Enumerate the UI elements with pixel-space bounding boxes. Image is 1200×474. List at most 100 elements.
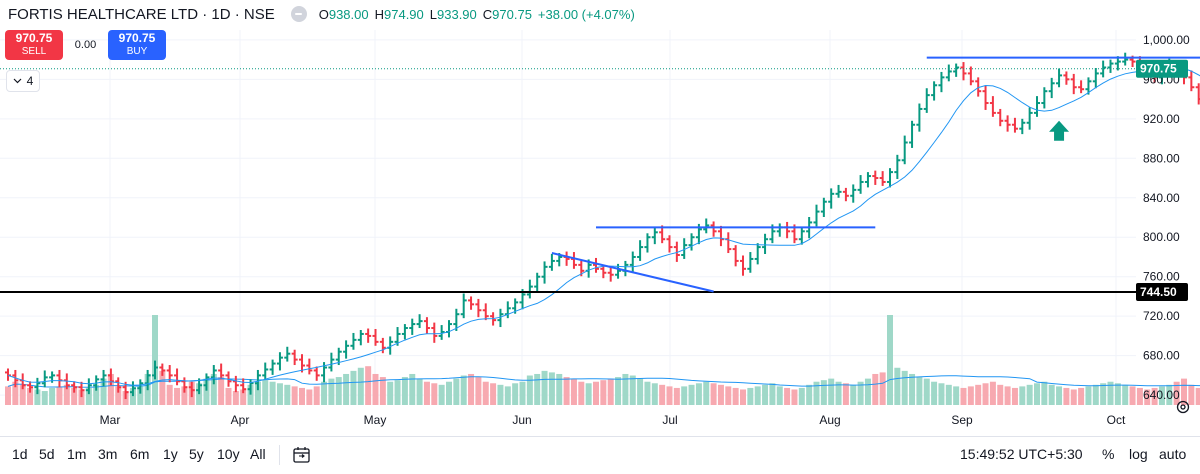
volume-bar <box>791 389 798 405</box>
ohlc-bar <box>100 369 107 387</box>
last-price-label: 970.75 <box>1140 62 1177 76</box>
clock-timezone[interactable]: 15:49:52 UTC+5:30 <box>960 446 1083 462</box>
range-5y[interactable]: 5y <box>189 446 204 462</box>
ohlc-bar <box>673 241 680 262</box>
range-6m[interactable]: 6m <box>130 446 150 462</box>
ohlc-bar <box>313 366 320 381</box>
volume-bar <box>1041 381 1048 405</box>
volume-bar <box>357 367 364 405</box>
percent-scale-toggle[interactable]: % <box>1102 446 1115 462</box>
ohlc-bar <box>365 328 372 343</box>
chart-annotations <box>0 56 1200 294</box>
volume-bar <box>129 387 136 405</box>
volume-bar <box>343 373 350 405</box>
ohlc-bar <box>276 352 283 371</box>
ohlc-bar <box>945 64 952 82</box>
price-chart[interactable]: 640.00 680.00 720.00 760.00 800.00 840.00 880.… <box>0 0 1200 436</box>
ohlc-bar <box>997 108 1004 127</box>
ohlc-bar <box>115 377 122 393</box>
volume-bar <box>967 386 974 405</box>
log-scale-toggle[interactable]: log <box>1129 446 1148 462</box>
ohlc-bar <box>129 381 136 397</box>
ohlc-bar <box>446 320 452 338</box>
ohlc-bar <box>747 252 754 273</box>
volume-bar <box>12 381 19 405</box>
toolbar-divider <box>279 445 280 465</box>
time-tick-label: Apr <box>231 413 250 427</box>
symbol-title[interactable]: FORTIS HEALTHCARE LTD · 1D · NSE <box>8 5 275 23</box>
volume-bar <box>416 378 423 405</box>
ohlc-bar <box>328 352 335 372</box>
ohlc-bar <box>475 298 482 318</box>
volume-bar <box>475 377 482 405</box>
ohlc-bar <box>622 260 629 277</box>
range-1d[interactable]: 1d <box>12 446 28 462</box>
volume-bar <box>19 384 26 405</box>
ohlc-bar <box>960 62 967 81</box>
volume-bar <box>556 373 563 405</box>
volume-bar <box>49 387 56 405</box>
volume-bar <box>137 386 144 405</box>
ohlc-bar <box>1188 70 1195 92</box>
volume-bar <box>313 386 320 405</box>
calendar-goto-icon[interactable] <box>292 445 312 465</box>
volume-bar <box>945 384 952 405</box>
ohlc-bar <box>644 233 651 253</box>
ohlc-bar <box>548 254 555 271</box>
ohlc-bar <box>438 325 445 340</box>
range-1m[interactable]: 1m <box>67 446 87 462</box>
volume-bar <box>291 386 298 405</box>
volume-bar <box>1114 383 1121 405</box>
ohlc-bar <box>923 88 930 113</box>
volume-bar <box>1078 387 1085 405</box>
volume-bar <box>1129 386 1136 405</box>
time-tick-label: Jul <box>662 413 677 427</box>
ohlc-bar <box>703 218 710 234</box>
auto-scale-toggle[interactable]: auto <box>1159 446 1187 462</box>
volume-bar <box>747 387 754 405</box>
ohlc-bar <box>879 171 886 186</box>
volume-bar <box>1070 389 1077 405</box>
ohlc-bar <box>299 354 305 373</box>
ohlc-bar <box>776 223 783 237</box>
ohlc-bar <box>5 368 11 381</box>
ohlc-bar <box>607 267 614 282</box>
volume-bar <box>813 381 820 405</box>
volume-bar <box>56 386 63 405</box>
range-3m[interactable]: 3m <box>98 446 118 462</box>
ohlc-bar <box>159 363 166 376</box>
volume-bar <box>1004 386 1011 405</box>
ohlc-bar <box>1122 52 1129 66</box>
volume-bar <box>100 378 107 405</box>
volume-bar <box>1019 386 1026 405</box>
volume-bar <box>879 372 886 405</box>
range-5d[interactable]: 5d <box>39 446 55 462</box>
range-all[interactable]: All <box>250 446 266 462</box>
close-value: 970.75 <box>492 6 532 22</box>
ohlc-bar <box>401 324 408 340</box>
settings-gear-icon[interactable] <box>1175 399 1191 415</box>
volume-bar <box>1100 383 1107 405</box>
open-value: 938.00 <box>328 6 369 22</box>
ohlc-bar <box>850 184 857 203</box>
ohlc-bar <box>820 197 827 218</box>
volume-bar <box>306 389 313 405</box>
ohlc-bar <box>740 255 746 276</box>
support-price-label: 744.50 <box>1140 285 1177 299</box>
indicators-toggle[interactable]: 4 <box>6 70 40 92</box>
price-tick-label: 720.00 <box>1143 309 1180 323</box>
volume-bar <box>431 383 438 405</box>
range-1y[interactable]: 1y <box>163 446 178 462</box>
buy-button[interactable]: 970.75 BUY <box>108 30 166 60</box>
volume-bar <box>519 381 526 405</box>
volume-bar <box>769 383 776 405</box>
volume-bar <box>1107 381 1114 405</box>
volume-bar <box>181 386 188 405</box>
volume-bar <box>490 383 497 405</box>
volume-bar <box>85 387 92 405</box>
sell-button[interactable]: 970.75 SELL <box>5 30 63 60</box>
ohlc-bar <box>666 235 673 253</box>
volume-bar <box>651 383 658 405</box>
volume-bar <box>1063 387 1070 405</box>
range-10y[interactable]: 10y <box>217 446 240 462</box>
